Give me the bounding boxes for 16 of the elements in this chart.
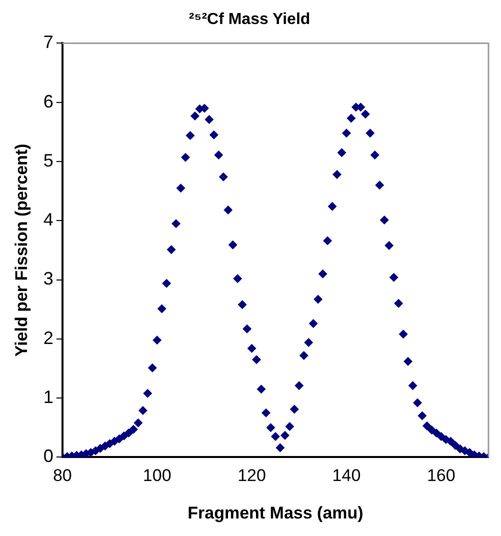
y-tick-label: 1: [43, 387, 54, 408]
y-tick-label: 6: [43, 91, 54, 112]
y-tick-label: 3: [43, 268, 54, 289]
y-tick-label: 5: [43, 150, 54, 170]
x-tick-label: 160: [426, 466, 456, 486]
chart-title: ²⁵²Cf Mass Yield: [188, 11, 310, 28]
x-tick-label: 100: [142, 466, 172, 486]
y-tick-label: 7: [43, 32, 54, 52]
x-axis-title: Fragment Mass (amu): [188, 503, 364, 522]
y-tick-label: 0: [43, 446, 54, 466]
x-tick-label: 120: [238, 466, 266, 486]
y-tick-label: 2: [43, 328, 54, 348]
y-tick-label: 4: [43, 210, 54, 230]
y-axis-title: Yield per Fission (percent): [12, 144, 31, 357]
x-tick-label: 80: [52, 466, 72, 486]
x-tick-label: 140: [332, 466, 361, 486]
